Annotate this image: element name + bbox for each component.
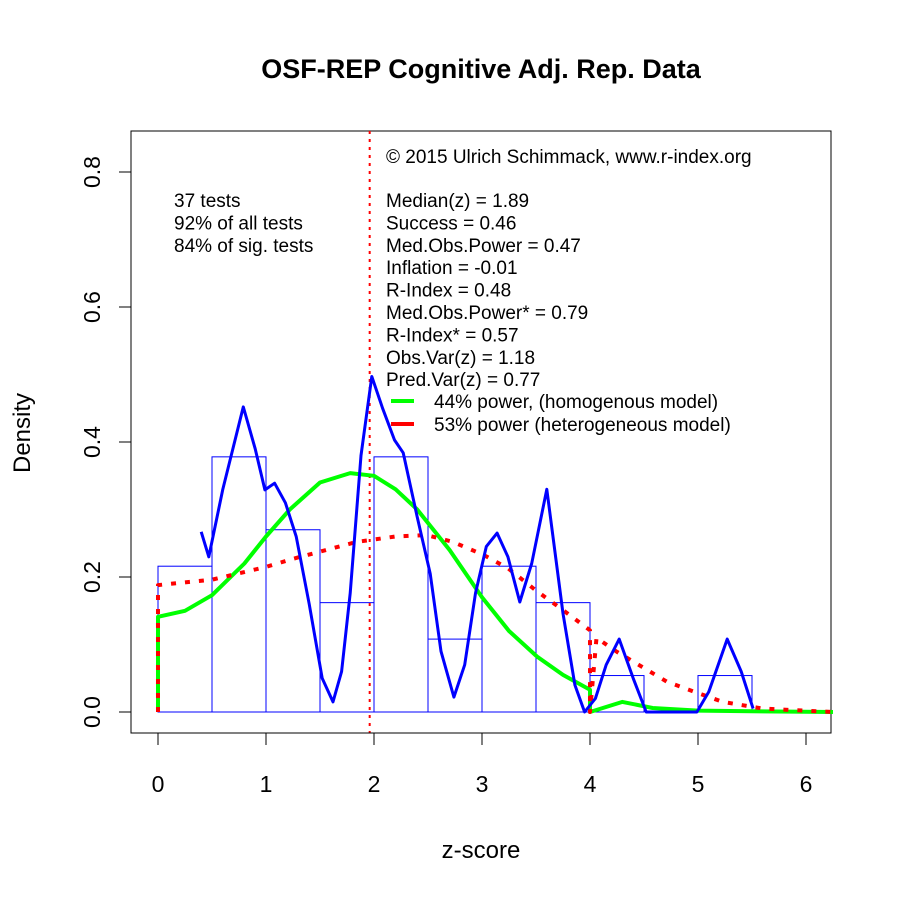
y-tick-label: 0.2 bbox=[79, 561, 105, 593]
annotations: © 2015 Ulrich Schimmack, www.r-index.org… bbox=[174, 147, 752, 436]
curves bbox=[156, 131, 834, 733]
statistic-text: Med.Obs.Power = 0.47 bbox=[386, 236, 581, 257]
y-tick-label: 0.0 bbox=[79, 696, 105, 728]
x-tick-label: 5 bbox=[692, 771, 705, 797]
statistic-text: Median(z) = 1.89 bbox=[386, 191, 529, 212]
x-axis-label: z-score bbox=[442, 837, 521, 864]
statistic-text: Pred.Var(z) = 0.77 bbox=[386, 370, 540, 391]
test-count-text: 84% of sig. tests bbox=[174, 236, 313, 257]
statistic-text: R-Index* = 0.57 bbox=[386, 325, 519, 346]
kernel-density-curve bbox=[199, 375, 755, 714]
x-tick-label: 6 bbox=[800, 771, 813, 797]
homogenous-model-curve bbox=[156, 471, 834, 714]
axes: 0 1 2 3 4 5 6 0.0 0.2 0.4 0.6 0.8 bbox=[79, 156, 812, 797]
statistic-text: Obs.Var(z) = 1.18 bbox=[386, 348, 535, 369]
chart-title: OSF-REP Cognitive Adj. Rep. Data bbox=[261, 54, 702, 84]
x-tick-label: 3 bbox=[476, 771, 489, 797]
copyright-text: © 2015 Ulrich Schimmack, www.r-index.org bbox=[386, 147, 752, 168]
test-count-text: 92% of all tests bbox=[174, 213, 303, 234]
statistic-text: Med.Obs.Power* = 0.79 bbox=[386, 303, 588, 324]
statistic-text: R-Index = 0.48 bbox=[386, 281, 511, 302]
y-tick-label: 0.6 bbox=[79, 291, 105, 323]
legend-label: 53% power (heterogeneous model) bbox=[434, 415, 731, 436]
statistic-text: Inflation = -0.01 bbox=[386, 258, 518, 279]
statistic-text: Success = 0.46 bbox=[386, 213, 516, 234]
x-tick-label: 0 bbox=[152, 771, 165, 797]
y-tick-label: 0.8 bbox=[79, 156, 105, 188]
x-tick-label: 1 bbox=[260, 771, 273, 797]
y-tick-label: 0.4 bbox=[79, 426, 105, 458]
x-tick-label: 2 bbox=[368, 771, 381, 797]
test-count-text: 37 tests bbox=[174, 191, 241, 212]
histogram-bar bbox=[373, 456, 429, 713]
y-axis-label: Density bbox=[9, 393, 36, 473]
legend-label: 44% power, (homogenous model) bbox=[434, 392, 718, 413]
x-tick-label: 4 bbox=[584, 771, 597, 797]
heterogeneous-model-curve bbox=[156, 533, 834, 714]
